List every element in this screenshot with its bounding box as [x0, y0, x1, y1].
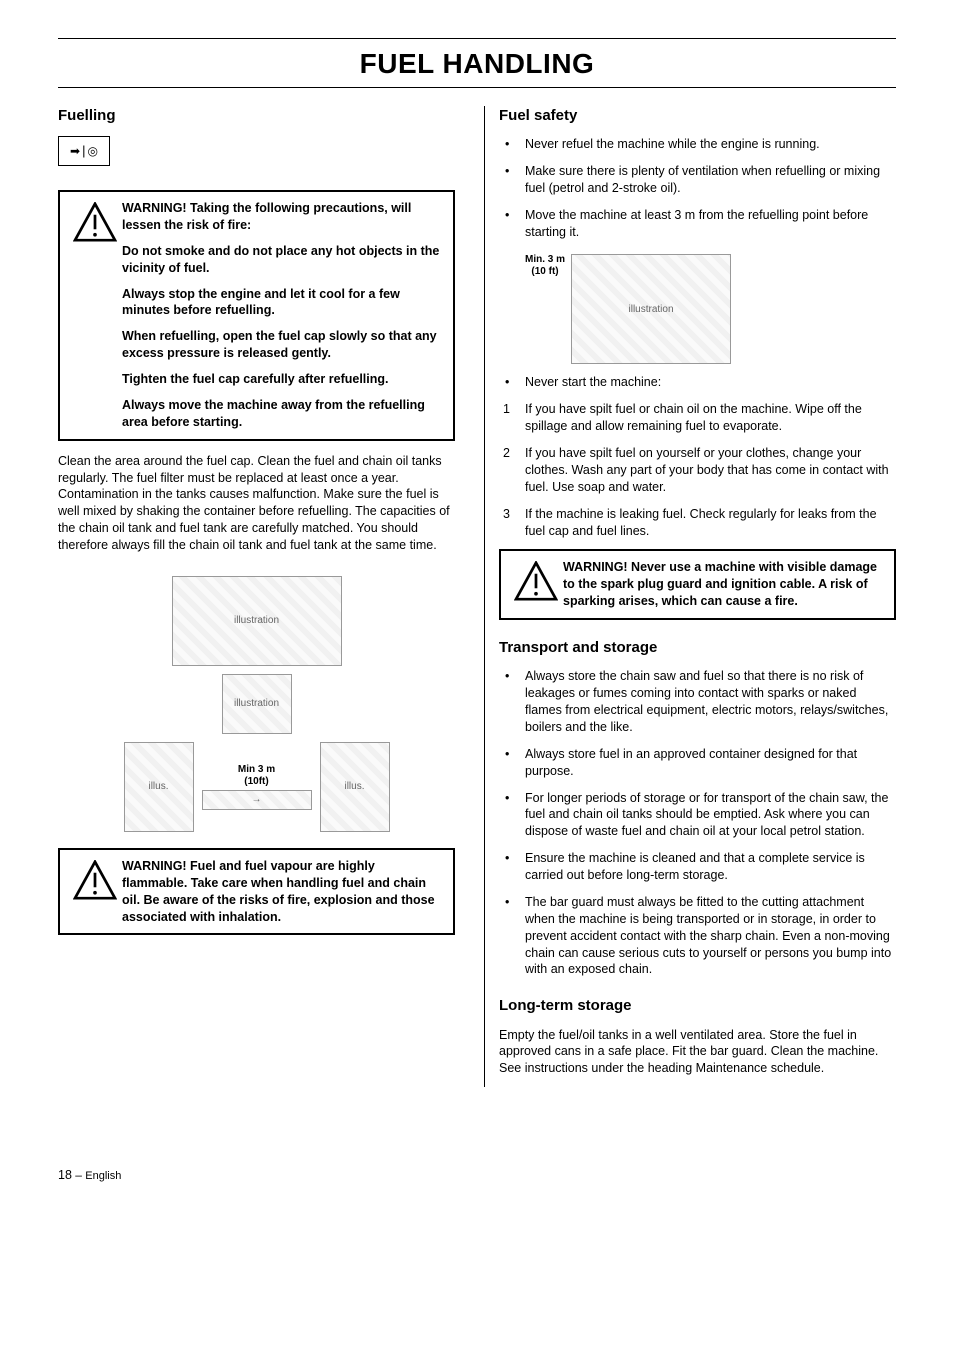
list-item: Always store the chain saw and fuel so t… [499, 668, 896, 736]
never-start-numbered-list: If you have spilt fuel or chain oil on t… [499, 401, 896, 539]
heading-fuelling: Fuelling [58, 106, 455, 126]
figure-10ft-label: (10ft) [202, 776, 312, 788]
warning-para: Always move the machine away from the re… [122, 397, 443, 431]
illustration-distance-arrow: → [202, 790, 312, 810]
page-title: FUEL HANDLING [58, 45, 896, 83]
left-column: Fuelling ➡ | ◎ WARNING! Taking the follo… [58, 106, 455, 1087]
warning-box-fire-precautions: WARNING! Taking the following precaution… [58, 190, 455, 441]
list-item: Never refuel the machine while the engin… [499, 136, 896, 153]
warning-para: WARNING! Taking the following precaution… [122, 200, 443, 234]
list-item: Ensure the machine is cleaned and that a… [499, 850, 896, 884]
list-item: Never start the machine: [499, 374, 896, 391]
list-item: Make sure there is plenty of ventilation… [499, 163, 896, 197]
illustration-chainsaw-tanks: illustration [172, 576, 342, 666]
page-footer: 18 – English [58, 1167, 896, 1184]
fuelling-inline-icons: ➡ | ◎ [70, 142, 98, 160]
body-para-clean-area: Clean the area around the fuel cap. Clea… [58, 453, 455, 554]
list-item: The bar guard must always be fitted to t… [499, 894, 896, 978]
list-item: Always store fuel in an approved contain… [499, 746, 896, 780]
list-item: For longer periods of storage or for tra… [499, 790, 896, 841]
figure-10ft-label: (10 ft) [525, 266, 565, 278]
warning-box-spark-plug: WARNING! Never use a machine with visibl… [499, 549, 896, 620]
list-item: If you have spilt fuel on yourself or yo… [499, 445, 896, 496]
warning-para: WARNING! Fuel and fuel vapour are highly… [122, 858, 443, 926]
warning-triangle-icon [68, 858, 122, 926]
figure-safety-distance: Min. 3 m (10 ft) illustration [499, 250, 896, 374]
transport-storage-bullets: Always store the chain saw and fuel so t… [499, 668, 896, 978]
page-number: 18 [58, 1168, 72, 1182]
content-columns: Fuelling ➡ | ◎ WARNING! Taking the follo… [58, 106, 896, 1087]
rule-top [58, 38, 896, 39]
illustration-safety-distance: illustration [571, 254, 731, 364]
list-item: If the machine is leaking fuel. Check re… [499, 506, 896, 540]
warning-para: WARNING! Never use a machine with visibl… [563, 559, 884, 610]
heading-transport-storage: Transport and storage [499, 638, 896, 658]
heading-fuel-safety: Fuel safety [499, 106, 896, 126]
figure-fuelling-illustrations: illustration illustration illus. Min 3 m… [58, 564, 455, 848]
illustration-row-distance: illus. Min 3 m (10ft) → illus. [124, 742, 390, 832]
warning-triangle-icon [509, 559, 563, 610]
illustration-operator-refuelling: illus. [124, 742, 194, 832]
illustration-operator-starting: illus. [320, 742, 390, 832]
divider-icon: | [82, 142, 85, 160]
illustration-fuel-pump: illustration [222, 674, 292, 734]
fuel-cap-icon: ◎ [87, 143, 97, 159]
fuel-safety-bullets: Never refuel the machine while the engin… [499, 136, 896, 240]
warning-para: When refuelling, open the fuel cap slowl… [122, 328, 443, 362]
fuelling-icon-box: ➡ | ◎ [58, 136, 110, 166]
footer-language: English [85, 1170, 121, 1182]
warning-triangle-icon [68, 200, 122, 431]
warning-text-fire-precautions: WARNING! Taking the following precaution… [122, 200, 443, 431]
heading-long-term-storage: Long-term storage [499, 996, 896, 1016]
figure-min-3m-label: Min. 3 m [525, 254, 565, 266]
warning-box-fuel-vapour: WARNING! Fuel and fuel vapour are highly… [58, 848, 455, 936]
warning-para: Tighten the fuel cap carefully after ref… [122, 371, 443, 388]
arrow-right-icon: ➡ [70, 143, 80, 159]
never-start-intro: Never start the machine: [499, 374, 896, 391]
figure-min-3m-label: Min 3 m [202, 764, 312, 776]
body-para-long-term: Empty the fuel/oil tanks in a well venti… [499, 1027, 896, 1078]
right-column: Fuel safety Never refuel the machine whi… [484, 106, 896, 1087]
rule-under-title [58, 87, 896, 88]
list-item: If you have spilt fuel or chain oil on t… [499, 401, 896, 435]
figure-distance-label: Min 3 m (10ft) → [202, 764, 312, 810]
warning-text-fuel-vapour: WARNING! Fuel and fuel vapour are highly… [122, 858, 443, 926]
figure-distance-label: Min. 3 m (10 ft) [525, 254, 565, 278]
warning-para: Always stop the engine and let it cool f… [122, 286, 443, 320]
footer-dash: – [72, 1168, 85, 1182]
list-item: Move the machine at least 3 m from the r… [499, 207, 896, 241]
warning-text-spark-plug: WARNING! Never use a machine with visibl… [563, 559, 884, 610]
warning-para: Do not smoke and do not place any hot ob… [122, 243, 443, 277]
